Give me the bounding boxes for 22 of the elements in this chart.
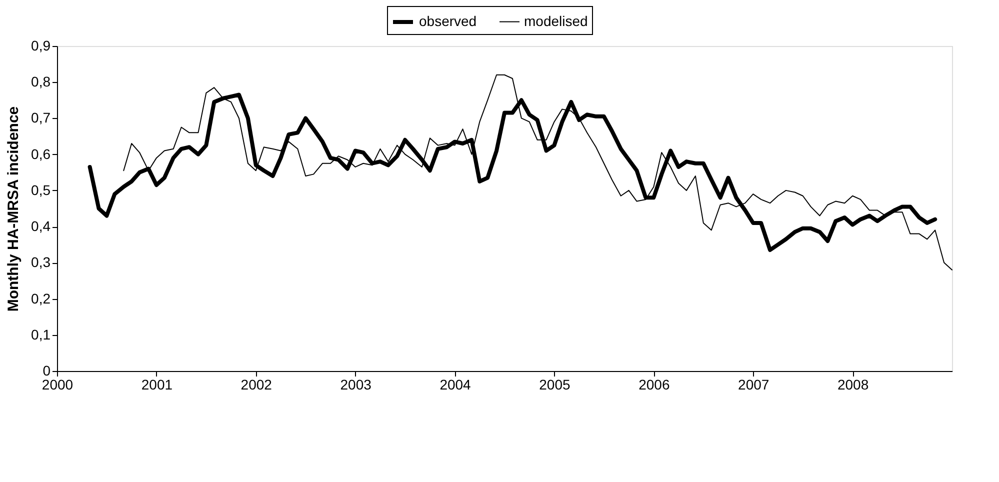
y-tick-label: 0,2 [31,290,51,306]
y-tick-label: 0,3 [31,254,51,270]
x-tick-label: 2007 [738,376,770,392]
y-tick-label: 0,5 [31,182,51,198]
y-tick-label: 0 [42,362,51,378]
y-tick-label: 0,4 [31,218,51,234]
y-axis-title: Monthly HA-MRSA incidence [5,106,22,312]
x-tick-label: 2001 [141,376,173,392]
x-tick-label: 2008 [837,376,869,392]
x-tick-label: 2004 [440,376,472,392]
y-tick-label: 0,7 [31,110,51,126]
x-tick-label: 2000 [42,376,74,392]
x-tick-label: 2006 [638,376,670,392]
y-tick-label: 0,1 [31,326,51,342]
y-tick-label: 0,8 [31,74,51,90]
legend-label: observed [419,13,477,29]
x-tick-label: 2003 [340,376,372,392]
x-tick-label: 2002 [240,376,272,392]
x-tick-label: 2005 [539,376,571,392]
y-tick-label: 0,6 [31,146,51,162]
y-tick-label: 0,9 [31,38,51,54]
legend-label: modelised [524,12,588,29]
